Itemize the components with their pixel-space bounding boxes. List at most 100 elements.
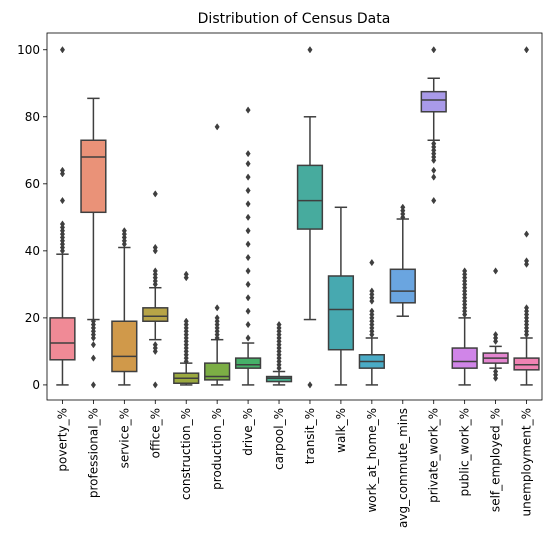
outlier-point [59,46,66,54]
outlier-point [121,227,127,235]
outlier-point [369,258,375,267]
box-group [49,46,76,386]
box-group [420,46,447,205]
box [513,357,540,371]
outlier-point [59,196,66,205]
box [420,90,447,113]
y-tick-label: 80 [25,110,40,124]
x-tick-label: service_% [117,408,131,468]
outlier-point [276,320,282,329]
box-group [142,190,169,389]
box-group [204,123,231,386]
outlier-point [214,123,220,131]
box-group [173,270,200,386]
outlier-point [523,230,530,238]
box-group [389,203,416,317]
y-tick-label: 20 [25,311,40,325]
box-group [111,227,138,386]
outlier-point [245,227,251,235]
outlier-point [493,267,499,275]
box-group [234,106,262,386]
outlier-point [59,166,66,175]
box [296,164,324,230]
outlier-point [245,186,251,195]
outlier-point [493,367,499,376]
outlier-point [183,317,189,325]
box [389,268,416,304]
box [265,375,293,383]
box-group [296,46,324,389]
box-group [80,97,107,389]
y-tick-label: 0 [32,378,40,392]
outlier-point [245,320,251,329]
outlier-point [152,381,158,389]
outlier-point [214,304,220,312]
chart-title: Distribution of Census Data [198,11,391,27]
outlier-point [245,160,251,168]
x-tick-label: office_% [148,408,162,458]
outlier-point [59,220,66,228]
box [234,357,262,369]
box [111,320,138,373]
outlier-point [152,267,158,275]
y-tick-label: 40 [25,244,40,258]
box [204,362,231,381]
outlier-point [245,106,251,114]
box-group [482,267,509,382]
x-tick-label: carpool_% [272,408,286,470]
outlier-point [431,173,437,181]
outlier-point [307,381,313,389]
outlier-point [369,287,375,295]
outlier-point [90,381,96,389]
outlier-point [431,139,437,148]
outlier-point [90,354,96,362]
x-tick-label: avg_commute_mins [396,408,410,528]
box-group [358,258,385,386]
outlier-point [369,307,375,315]
outlier-point [307,46,313,54]
outlier-point [245,294,251,302]
x-tick-label: self_employed_% [489,408,503,512]
x-tick-label: professional_% [86,408,100,498]
outlier-point [523,46,530,54]
outlier-point [493,331,499,339]
outlier-point [245,253,251,262]
outlier-point [462,267,468,275]
x-tick-label: unemployment_% [520,408,534,516]
y-tick-label: 100 [17,43,40,57]
box [49,317,76,361]
y-tick-label: 60 [25,177,40,191]
outlier-point [245,240,251,248]
x-tick-label: work_at_home_% [365,408,379,513]
outlier-point [245,307,251,315]
outlier-point [90,317,96,325]
outlier-point [245,173,251,181]
outlier-point [214,314,220,322]
x-tick-label: poverty_% [55,408,69,472]
outlier-point [431,46,437,54]
outlier-point [152,243,158,252]
box-group [327,206,355,386]
box [327,275,355,351]
x-tick-label: construction_% [179,408,193,500]
box-group [451,267,478,386]
box-group [513,46,540,386]
outlier-point [400,203,406,211]
x-tick-label: production_% [210,408,224,490]
outlier-point [523,257,530,265]
x-tick-label: walk_% [334,408,348,453]
outlier-point [183,270,189,278]
x-tick-label: private_work_% [427,408,441,503]
outlier-point [523,304,530,312]
outlier-point [152,341,158,349]
outlier-point [245,213,251,221]
box [142,307,169,322]
outlier-point [245,200,251,208]
outlier-point [431,166,437,175]
outlier-point [90,341,96,349]
outlier-point [245,267,251,275]
plot-frame [46,32,543,401]
outlier-point [152,190,158,198]
